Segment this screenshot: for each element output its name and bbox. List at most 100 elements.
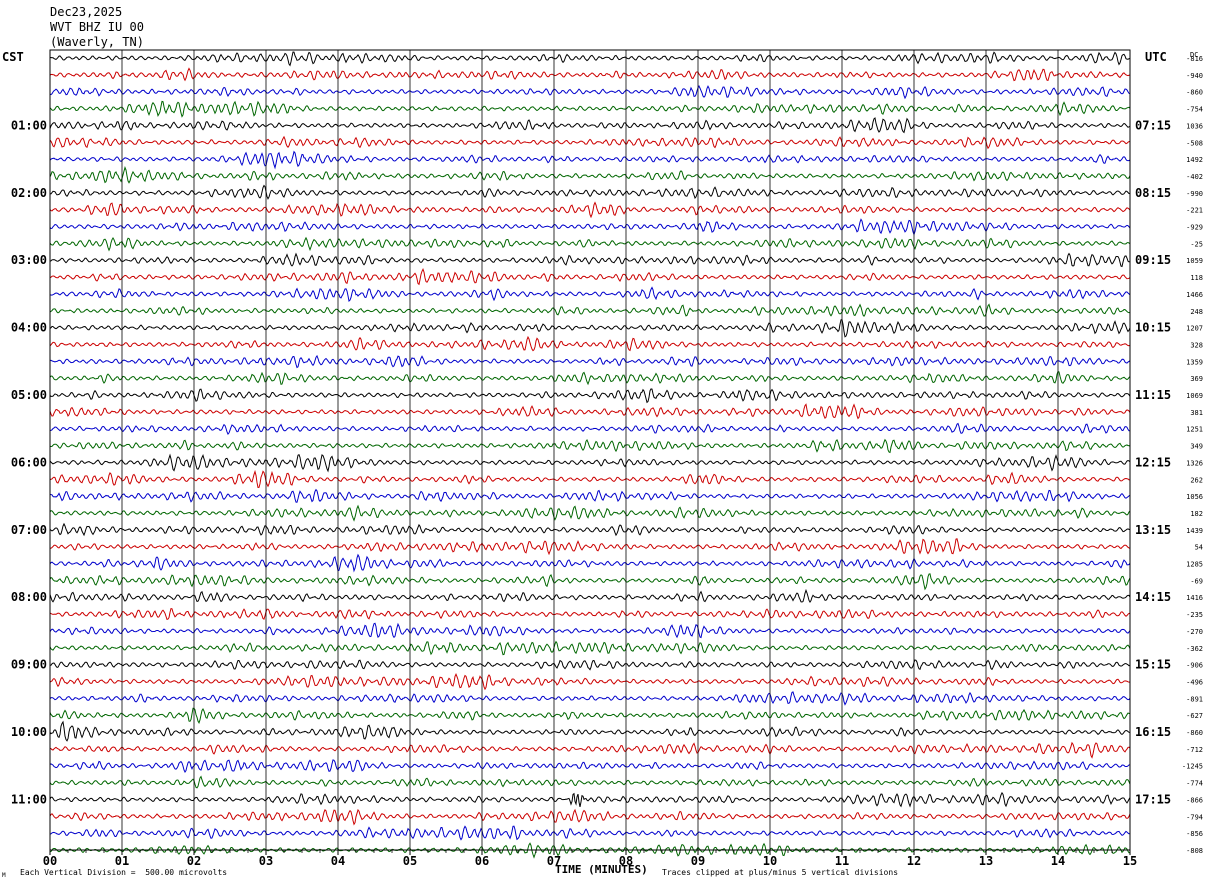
dc-offset-label: 248 <box>1190 308 1203 316</box>
trace-row-22 <box>49 422 1131 435</box>
dc-offset-label: -496 <box>1186 678 1203 686</box>
dc-offset-label: 1466 <box>1186 291 1203 299</box>
right-hour-label: 13:15 <box>1135 523 1171 537</box>
x-tick-label: 14 <box>1051 854 1065 868</box>
dc-offset-label: 118 <box>1190 274 1203 282</box>
trace-row-15 <box>49 303 1131 317</box>
trace-row-14 <box>49 286 1131 303</box>
left-hour-label: 11:00 <box>11 792 47 806</box>
dc-offset-label: -860 <box>1186 729 1203 737</box>
dc-offset-label: -808 <box>1186 847 1203 855</box>
dc-offset-label: -402 <box>1186 173 1203 181</box>
dc-offset-label: 1251 <box>1186 426 1203 434</box>
trace-row-0 <box>49 51 1131 67</box>
dc-offset-label: -774 <box>1186 780 1203 788</box>
dc-offset-label: 1359 <box>1186 358 1203 366</box>
trace-row-10 <box>49 218 1131 236</box>
header-location: (Waverly, TN) <box>50 35 144 49</box>
trace-row-42 <box>49 759 1131 773</box>
trace-row-35 <box>49 640 1131 656</box>
trace-row-8 <box>49 184 1131 200</box>
trace-row-1 <box>49 67 1131 82</box>
trace-row-16 <box>49 319 1131 338</box>
x-axis-title: TIME (MINUTES) <box>555 863 648 876</box>
x-tick-label: 03 <box>259 854 273 868</box>
x-tick-label: 02 <box>187 854 201 868</box>
dc-offset-label: 1059 <box>1186 257 1203 265</box>
trace-row-12 <box>49 252 1131 268</box>
right-hour-label: 11:15 <box>1135 388 1171 402</box>
trace-row-41 <box>49 741 1131 759</box>
right-hour-label: 14:15 <box>1135 590 1171 604</box>
right-hour-label: 12:15 <box>1135 455 1171 469</box>
dc-offset-label: -860 <box>1186 89 1203 97</box>
x-tick-label: 09 <box>691 854 705 868</box>
trace-row-44 <box>49 791 1131 808</box>
trace-row-27 <box>49 504 1131 522</box>
right-hour-label: 15:15 <box>1135 658 1171 672</box>
right-hour-label: 09:15 <box>1135 253 1171 267</box>
trace-row-23 <box>49 438 1131 454</box>
dc-offset-label: 1439 <box>1186 527 1203 535</box>
dc-offset-label: 328 <box>1190 341 1203 349</box>
left-hour-label: 03:00 <box>11 253 47 267</box>
trace-row-46 <box>49 825 1131 841</box>
trace-row-13 <box>49 268 1131 286</box>
dc-offset-label: -929 <box>1186 224 1203 232</box>
clip-footnote: Traces clipped at plus/minus 5 vertical … <box>662 868 899 877</box>
right-timezone-label: UTC <box>1145 50 1167 64</box>
x-tick-label: 07 <box>547 854 561 868</box>
dc-offset-label: 1492 <box>1186 156 1203 164</box>
dc-offset-label: -508 <box>1186 139 1203 147</box>
trace-row-34 <box>49 622 1131 639</box>
left-hour-label: 10:00 <box>11 725 47 739</box>
trace-row-20 <box>49 388 1131 404</box>
trace-row-2 <box>49 84 1131 100</box>
dc-offset-label: 349 <box>1190 443 1203 451</box>
trace-row-39 <box>49 707 1131 724</box>
dc-offset-label: -627 <box>1186 712 1203 720</box>
trace-row-11 <box>49 236 1131 252</box>
trace-row-3 <box>49 100 1131 118</box>
dc-offset-label: -990 <box>1186 190 1203 198</box>
trace-row-29 <box>49 538 1131 556</box>
trace-row-17 <box>49 335 1131 352</box>
left-hour-label: 07:00 <box>11 523 47 537</box>
dc-offset-label: -891 <box>1186 695 1203 703</box>
dc-offset-label: 1056 <box>1186 493 1203 501</box>
trace-row-28 <box>49 522 1131 537</box>
dc-offset-label: -940 <box>1186 72 1203 80</box>
dc-offset-label: -866 <box>1186 796 1203 804</box>
corner-mark: M <box>2 872 6 879</box>
header-station: WVT BHZ IU 00 <box>50 20 144 34</box>
dc-offset-label: 1416 <box>1186 594 1203 602</box>
trace-row-32 <box>49 588 1131 604</box>
right-hour-label: 08:15 <box>1135 186 1171 200</box>
trace-row-36 <box>49 659 1131 671</box>
trace-row-26 <box>49 488 1131 503</box>
trace-row-45 <box>49 808 1131 826</box>
x-tick-label: 06 <box>475 854 489 868</box>
plot-frame <box>49 49 1131 851</box>
x-tick-label: 05 <box>403 854 417 868</box>
dc-offset-label: 1285 <box>1186 561 1203 569</box>
dc-column-header: DC <box>1190 51 1198 59</box>
dc-offset-label: 1069 <box>1186 392 1203 400</box>
left-hour-label: 02:00 <box>11 186 47 200</box>
dc-offset-label: 381 <box>1190 409 1203 417</box>
right-hour-label: 17:15 <box>1135 792 1171 806</box>
dc-offset-label: -69 <box>1190 577 1203 585</box>
right-hour-label: 07:15 <box>1135 118 1171 132</box>
trace-row-18 <box>49 354 1131 369</box>
dc-offset-label: -906 <box>1186 662 1203 670</box>
x-tick-label: 13 <box>979 854 993 868</box>
dc-offset-label: -270 <box>1186 628 1203 636</box>
dc-offset-label: 182 <box>1190 510 1203 518</box>
x-tick-label: 04 <box>331 854 345 868</box>
left-hour-label: 08:00 <box>11 590 47 604</box>
x-tick-label: 12 <box>907 854 921 868</box>
trace-row-21 <box>49 403 1131 420</box>
x-tick-label: 00 <box>43 854 57 868</box>
trace-row-43 <box>49 775 1131 789</box>
